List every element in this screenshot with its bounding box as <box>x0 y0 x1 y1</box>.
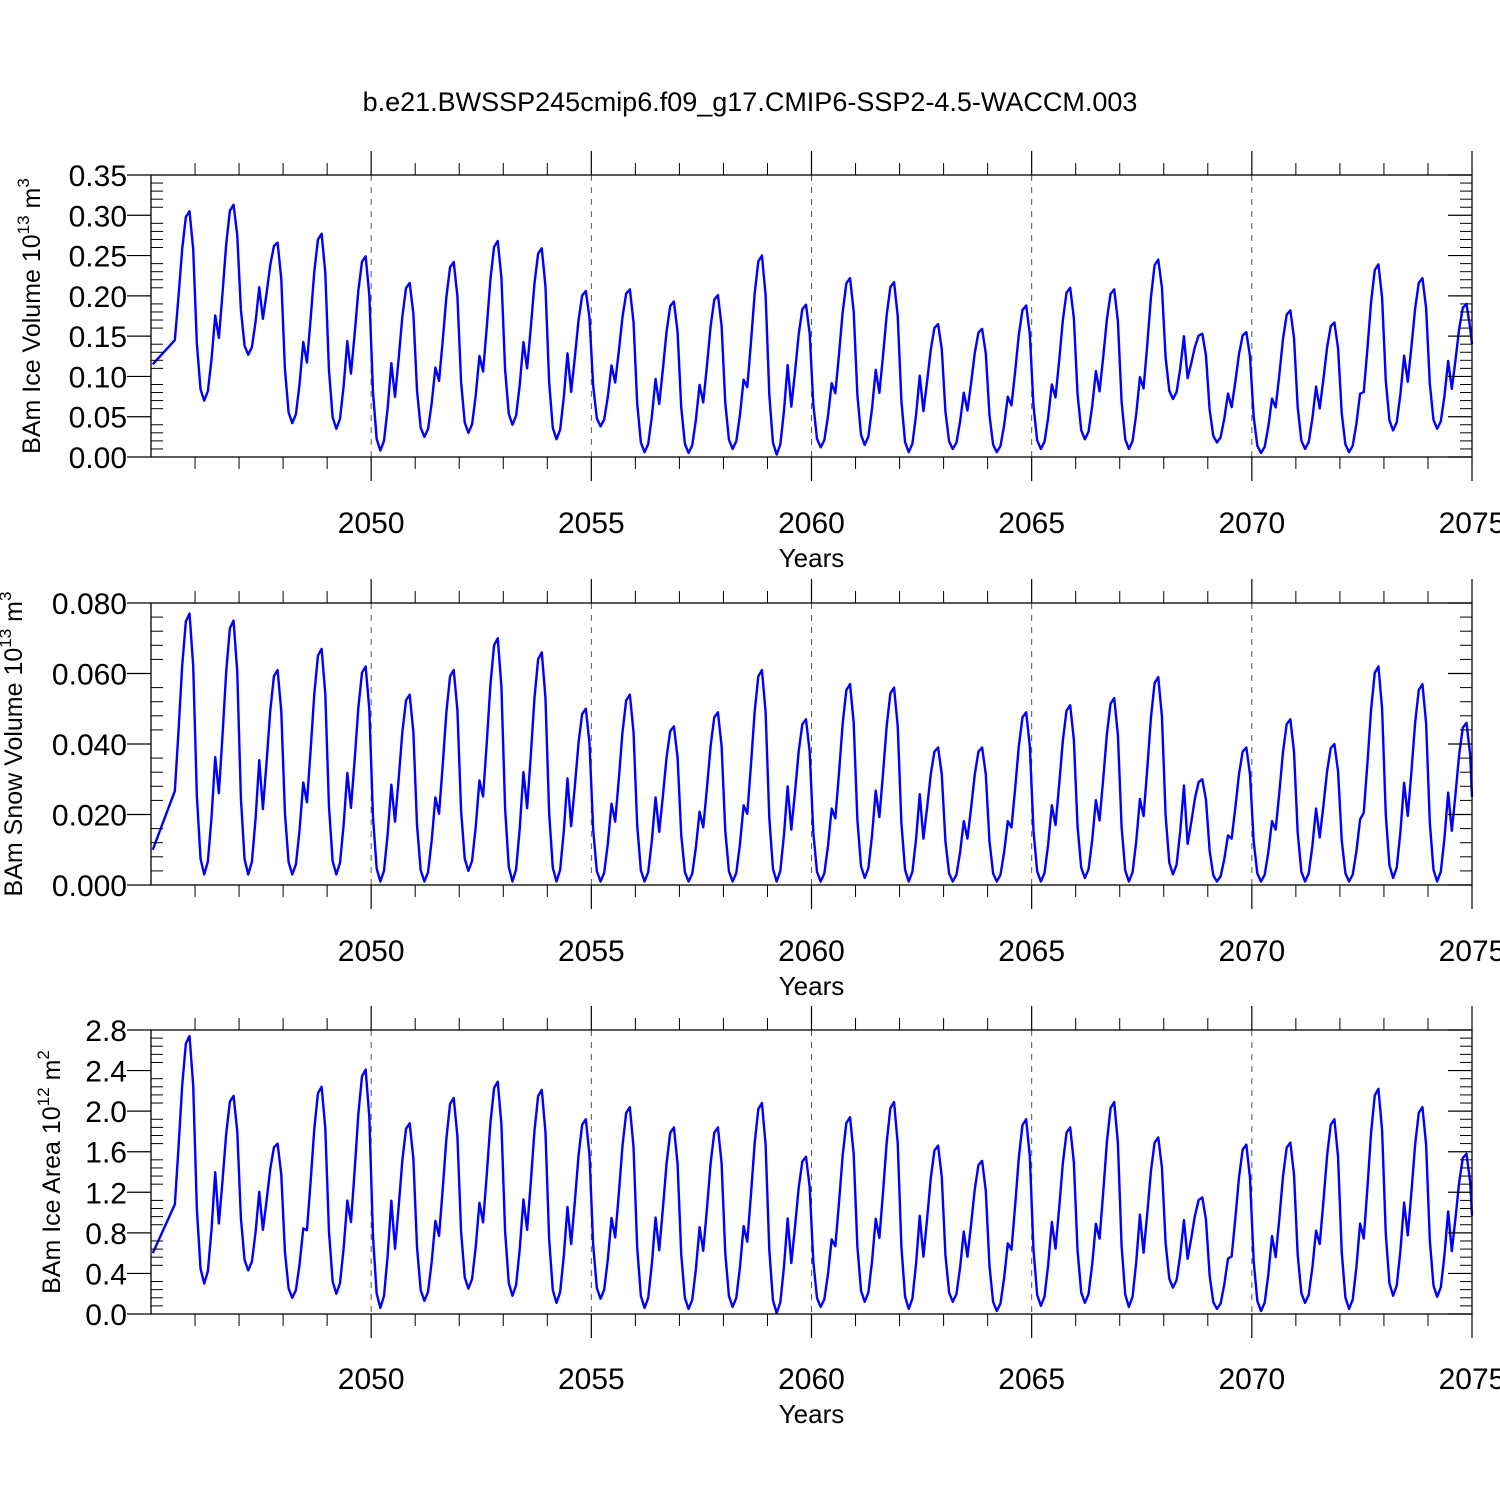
y-label-text: m <box>18 188 46 216</box>
y-tick-label: 1.6 <box>85 1137 127 1170</box>
x-tick-label: 2060 <box>778 1363 845 1396</box>
panel-2: 0.000 0.020 0.040 0.060 0.080 2050 2055 2060 206… <box>0 579 1500 1001</box>
x-tick-label: 2050 <box>338 1363 405 1396</box>
y-label-text: m <box>38 1060 66 1088</box>
plot-frame <box>150 174 1473 458</box>
y-label-text: BAm Snow Volume 10 <box>0 648 28 897</box>
x-tick-label: 2050 <box>338 935 405 968</box>
x-tick-label: 2070 <box>1218 935 1285 968</box>
x-tick-label: 2055 <box>558 1363 625 1396</box>
y-tick-label: 2.8 <box>85 1015 127 1048</box>
y-label-superscript: 13 <box>0 629 15 648</box>
x-tick-label: 2055 <box>558 507 625 540</box>
y-label-text: BAm Ice Area 10 <box>38 1106 66 1294</box>
y-label-superscript: 3 <box>0 592 15 601</box>
x-tick-label: 2075 <box>1439 507 1500 540</box>
data-line <box>151 612 1474 883</box>
y-tick-label: 0.060 <box>52 659 127 692</box>
y-label-superscript: 12 <box>34 1087 53 1106</box>
y-tick-label: 0.30 <box>69 200 127 233</box>
y-label-text: m <box>0 601 28 629</box>
x-tick-label: 2060 <box>778 935 845 968</box>
x-tick-label: 2070 <box>1218 507 1285 540</box>
y-tick-label: 0.000 <box>52 870 127 903</box>
y-label-text: BAm Ice Volume 10 <box>18 234 46 454</box>
x-tick-label: 2065 <box>998 935 1065 968</box>
x-axis-label: Years <box>779 1399 845 1429</box>
y-label-superscript: 13 <box>14 215 33 234</box>
y-tick-label: 0.4 <box>85 1258 127 1291</box>
y-tick-label: 0.040 <box>52 729 127 762</box>
x-axis-label: Years <box>779 971 845 1001</box>
x-tick-label: 2050 <box>338 507 405 540</box>
x-tick-label: 2075 <box>1439 1363 1500 1396</box>
y-tick-label: 0.10 <box>69 361 127 394</box>
panel-3: 0.0 0.4 0.8 1.2 1.6 2.0 2.4 2.8 2050 2055 2060 2065… <box>34 1006 1500 1429</box>
y-tick-label: 0.15 <box>69 321 127 354</box>
y-tick-label: 0.0 <box>85 1299 127 1332</box>
x-tick-label: 2065 <box>998 1363 1065 1396</box>
x-tick-label: 2055 <box>558 935 625 968</box>
plot-frame <box>150 602 1473 886</box>
x-tick-label: 2060 <box>778 507 845 540</box>
x-axis-label: Years <box>779 543 845 573</box>
y-label-superscript: 3 <box>14 178 33 187</box>
y-tick-label: 0.25 <box>69 241 127 274</box>
x-tick-label: 2065 <box>998 507 1065 540</box>
y-tick-label: 2.4 <box>85 1056 127 1089</box>
data-line <box>151 203 1474 456</box>
y-tick-label: 0.05 <box>69 402 127 435</box>
y-tick-label: 0.35 <box>69 160 127 193</box>
y-tick-label: 0.00 <box>69 442 127 475</box>
data-line <box>151 1034 1474 1315</box>
y-tick-label: 0.080 <box>52 588 127 621</box>
y-axis-label: BAm Ice Area 1012 m2 <box>34 1050 66 1294</box>
y-tick-label: 0.8 <box>85 1218 127 1251</box>
y-axis-label: BAm Snow Volume 1013 m3 <box>0 592 28 897</box>
x-tick-label: 2075 <box>1439 935 1500 968</box>
chart-title: b.e21.BWSSP245cmip6.f09_g17.CMIP6-SSP2-4… <box>363 87 1138 117</box>
y-tick-label: 0.020 <box>52 800 127 833</box>
y-tick-label: 2.0 <box>85 1096 127 1129</box>
x-tick-label: 2070 <box>1218 1363 1285 1396</box>
y-axis-label: BAm Ice Volume 1013 m3 <box>14 178 46 454</box>
y-tick-label: 1.2 <box>85 1177 127 1210</box>
y-tick-label: 0.20 <box>69 281 127 314</box>
y-label-superscript: 2 <box>34 1050 53 1059</box>
panel-1: 0.00 0.05 0.10 0.15 0.20 0.25 0.30 0.35 2050 2055… <box>14 151 1500 573</box>
